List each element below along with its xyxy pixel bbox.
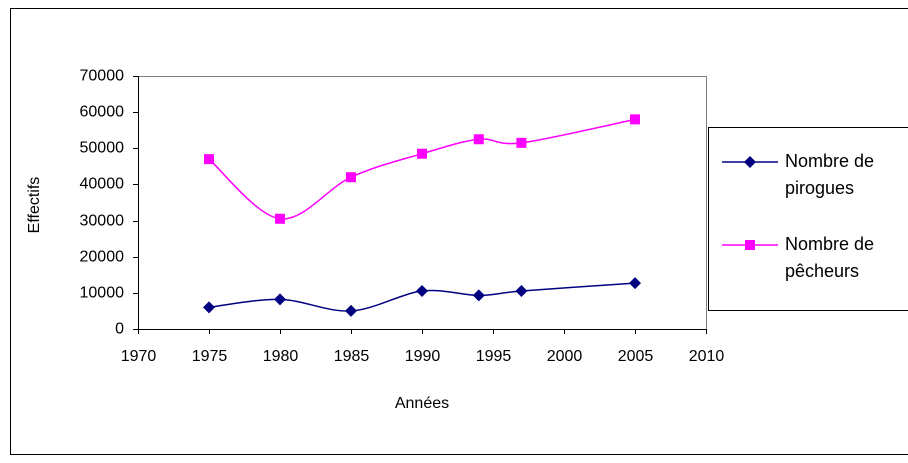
point bbox=[516, 137, 527, 148]
point bbox=[417, 148, 427, 159]
y-tick-label: 0 bbox=[115, 321, 124, 338]
x-tick-label: 1995 bbox=[476, 348, 512, 365]
legend-box bbox=[708, 127, 908, 311]
point bbox=[345, 304, 357, 317]
point bbox=[472, 289, 485, 302]
point bbox=[473, 134, 484, 145]
x-tick-label: 2010 bbox=[689, 348, 725, 365]
x-tick-label: 1980 bbox=[263, 348, 299, 365]
y-axis-label: Effectifs bbox=[26, 177, 43, 234]
y-tick-label: 70000 bbox=[80, 68, 125, 85]
y-tick-label: 60000 bbox=[80, 104, 125, 121]
y-tick-label: 30000 bbox=[80, 213, 125, 230]
y-tick-label: 20000 bbox=[80, 249, 125, 266]
point bbox=[629, 277, 641, 290]
x-tick-label: 2000 bbox=[547, 348, 583, 365]
point bbox=[346, 172, 356, 183]
y-tick-label: 50000 bbox=[80, 140, 125, 157]
y-tick-label: 40000 bbox=[80, 176, 125, 193]
legend-marker bbox=[745, 240, 755, 250]
point bbox=[203, 301, 215, 314]
chart-border bbox=[10, 8, 908, 455]
point bbox=[204, 154, 214, 165]
x-tick-label: 1985 bbox=[334, 348, 370, 365]
series-line bbox=[208, 118, 636, 220]
x-tick-label: 1975 bbox=[192, 348, 228, 365]
x-axis-label: Années bbox=[395, 395, 449, 412]
point bbox=[630, 114, 640, 125]
x-tick-label: 1970 bbox=[121, 348, 157, 365]
point bbox=[515, 285, 528, 298]
x-tick-label: 2005 bbox=[618, 348, 654, 365]
point bbox=[275, 213, 285, 224]
legend-label: Nombre de pêcheurs bbox=[785, 234, 875, 281]
y-tick-label: 10000 bbox=[80, 285, 125, 302]
point bbox=[274, 293, 286, 306]
legend-label: Nombre de pirogues bbox=[785, 151, 875, 198]
point bbox=[416, 285, 428, 298]
x-tick-label: 1990 bbox=[405, 348, 441, 365]
legend-marker bbox=[744, 156, 756, 168]
